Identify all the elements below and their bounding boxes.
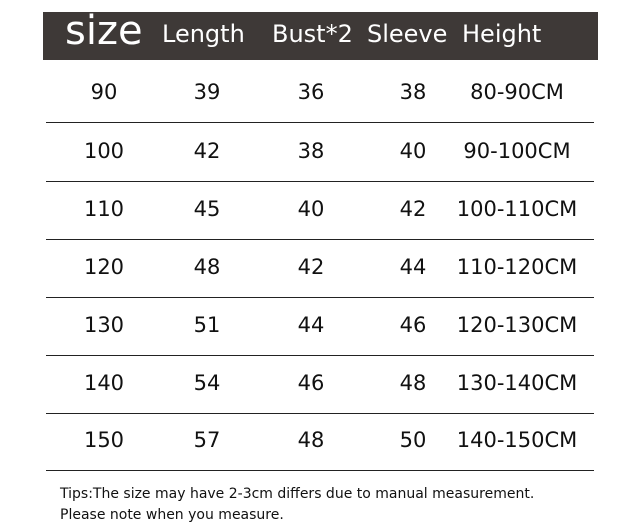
- table-row: 90 39 36 38 80-90CM: [46, 64, 594, 123]
- table-cell: 40: [297, 197, 325, 221]
- table-cell: 90-100CM: [463, 139, 571, 163]
- header-height: Height: [462, 20, 542, 48]
- table-cell: 110: [83, 197, 125, 221]
- table-cell: 38: [399, 80, 427, 104]
- table-row: 110 45 40 42 100-110CM: [46, 181, 594, 240]
- table-cell: 45: [193, 197, 221, 221]
- table-cell: 42: [399, 197, 427, 221]
- table-cell: 51: [193, 313, 221, 337]
- header-length: Length: [162, 20, 245, 48]
- table-cell: 40: [399, 139, 427, 163]
- table-cell: 39: [193, 80, 221, 104]
- table-cell: 90: [90, 80, 118, 104]
- table-cell: 100: [83, 139, 125, 163]
- table-cell: 100-110CM: [456, 197, 578, 221]
- header-size: size: [65, 8, 143, 54]
- table-cell: 120: [83, 255, 125, 279]
- table-cell: 46: [399, 313, 427, 337]
- table-row: 130 51 44 46 120-130CM: [46, 297, 594, 356]
- table-cell: 38: [297, 139, 325, 163]
- tips-note: Tips:The size may have 2-3cm differs due…: [60, 484, 534, 526]
- table-cell: 150: [83, 428, 125, 452]
- table-cell: 140-150CM: [456, 428, 578, 452]
- table-row: 150 57 48 50 140-150CM: [46, 412, 594, 471]
- table-row: 140 54 46 48 130-140CM: [46, 355, 594, 414]
- table-cell: 50: [399, 428, 427, 452]
- table-cell: 80-90CM: [470, 80, 564, 104]
- table-cell: 48: [193, 255, 221, 279]
- table-cell: 54: [193, 371, 221, 395]
- table-cell: 44: [297, 313, 325, 337]
- table-header: size Length Bust*2 Sleeve Height: [43, 8, 598, 60]
- header-bust: Bust*2: [272, 20, 353, 48]
- table-cell: 42: [297, 255, 325, 279]
- table-cell: 120-130CM: [456, 313, 578, 337]
- table-cell: 57: [193, 428, 221, 452]
- table-cell: 36: [297, 80, 325, 104]
- table-cell: 140: [83, 371, 125, 395]
- table-cell: 110-120CM: [456, 255, 578, 279]
- table-cell: 42: [193, 139, 221, 163]
- table-cell: 48: [297, 428, 325, 452]
- table-cell: 130-140CM: [456, 371, 578, 395]
- tips-line-1: Tips:The size may have 2-3cm differs due…: [60, 486, 535, 502]
- header-sleeve: Sleeve: [367, 20, 448, 48]
- table-cell: 44: [399, 255, 427, 279]
- table-cell: 130: [83, 313, 125, 337]
- table-cell: 48: [399, 371, 427, 395]
- tips-line-2: Please note when you measure.: [60, 507, 284, 523]
- table-cell: 46: [297, 371, 325, 395]
- table-row: 100 42 38 40 90-100CM: [46, 123, 594, 182]
- table-row: 120 48 42 44 110-120CM: [46, 239, 594, 298]
